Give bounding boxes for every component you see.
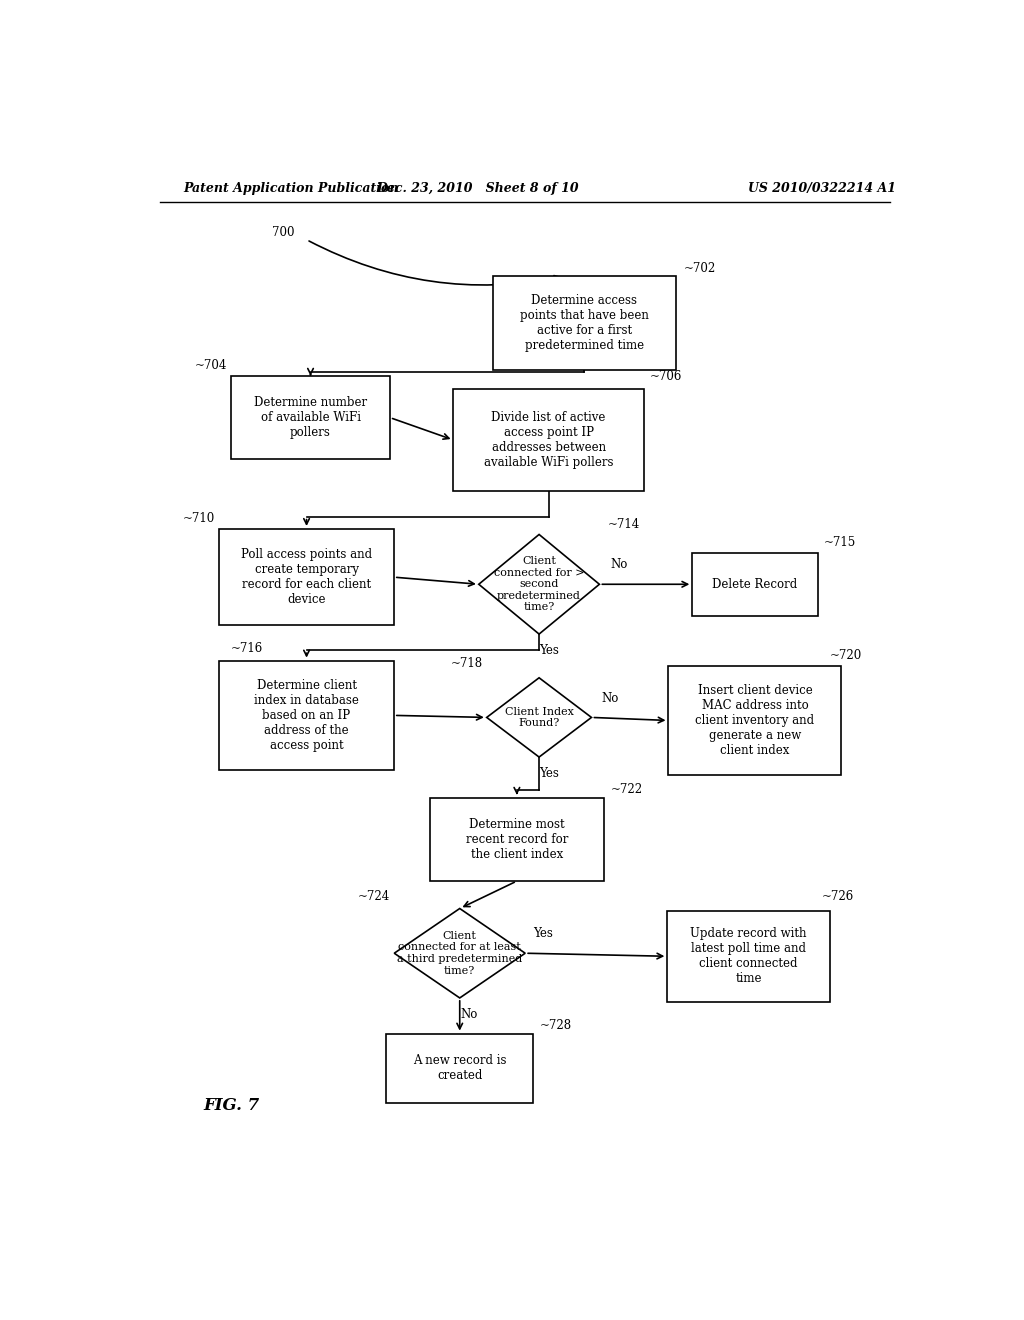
Text: No: No [461, 1008, 478, 1022]
Text: A new record is
created: A new record is created [413, 1055, 507, 1082]
Text: Update record with
latest poll time and
client connected
time: Update record with latest poll time and … [690, 927, 807, 985]
FancyBboxPatch shape [386, 1034, 534, 1102]
Text: Yes: Yes [539, 644, 558, 657]
Text: ~718: ~718 [451, 657, 482, 671]
Text: Poll access points and
create temporary
record for each client
device: Poll access points and create temporary … [241, 548, 372, 606]
Text: 700: 700 [272, 226, 295, 239]
Text: Determine number
of available WiFi
pollers: Determine number of available WiFi polle… [254, 396, 367, 440]
Text: Yes: Yes [539, 767, 558, 780]
FancyBboxPatch shape [219, 660, 394, 771]
Text: ~702: ~702 [684, 261, 716, 275]
FancyBboxPatch shape [219, 529, 394, 626]
Text: ~710: ~710 [183, 512, 215, 525]
FancyBboxPatch shape [454, 389, 644, 491]
Text: Client
connected for at least
a third predetermined
time?: Client connected for at least a third pr… [397, 931, 522, 975]
Text: No: No [610, 558, 628, 572]
Polygon shape [394, 908, 525, 998]
Text: Delete Record: Delete Record [713, 578, 798, 591]
Text: No: No [601, 692, 618, 705]
Text: ~720: ~720 [829, 649, 862, 661]
Text: Determine access
points that have been
active for a first
predetermined time: Determine access points that have been a… [520, 294, 649, 352]
Text: ~714: ~714 [607, 517, 640, 531]
Text: ~706: ~706 [650, 371, 683, 383]
Text: ~715: ~715 [824, 536, 856, 549]
FancyBboxPatch shape [692, 553, 817, 616]
Polygon shape [479, 535, 599, 634]
Text: Client Index
Found?: Client Index Found? [505, 706, 573, 729]
Text: US 2010/0322214 A1: US 2010/0322214 A1 [749, 182, 896, 195]
Text: ~724: ~724 [358, 890, 390, 903]
Text: Dec. 23, 2010   Sheet 8 of 10: Dec. 23, 2010 Sheet 8 of 10 [376, 182, 579, 195]
FancyBboxPatch shape [494, 276, 676, 370]
Text: Yes: Yes [534, 927, 553, 940]
Text: ~704: ~704 [195, 359, 227, 372]
Text: Patent Application Publication: Patent Application Publication [183, 182, 399, 195]
Text: FIG. 7: FIG. 7 [203, 1097, 259, 1114]
Text: ~722: ~722 [610, 783, 643, 796]
Text: ~726: ~726 [822, 890, 854, 903]
FancyBboxPatch shape [669, 665, 842, 775]
FancyBboxPatch shape [430, 797, 604, 880]
Polygon shape [486, 677, 592, 758]
FancyBboxPatch shape [231, 376, 390, 459]
Text: Divide list of active
access point IP
addresses between
available WiFi pollers: Divide list of active access point IP ad… [484, 411, 613, 469]
Text: Determine most
recent record for
the client index: Determine most recent record for the cli… [466, 818, 568, 861]
Text: Determine client
index in database
based on an IP
address of the
access point: Determine client index in database based… [254, 678, 359, 752]
Text: Insert client device
MAC address into
client inventory and
generate a new
client: Insert client device MAC address into cl… [695, 684, 814, 756]
Text: ~728: ~728 [540, 1019, 571, 1032]
FancyBboxPatch shape [668, 911, 829, 1002]
Text: ~716: ~716 [231, 642, 263, 655]
Text: Client
connected for >
second
predetermined
time?: Client connected for > second predetermi… [494, 556, 585, 612]
